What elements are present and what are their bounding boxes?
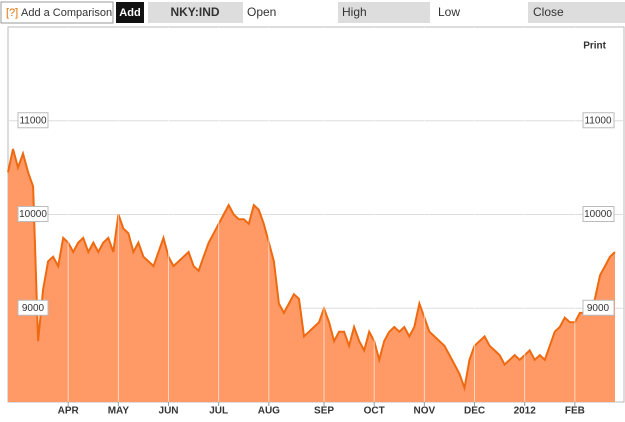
- y-tick-box: [17, 299, 49, 316]
- y-tick-box: [17, 206, 49, 222]
- x-tick-label: JUN: [159, 406, 179, 417]
- x-tick-label: 2012: [514, 406, 537, 417]
- field-label: Low: [438, 5, 460, 19]
- comparison-input[interactable]: [0, 1, 114, 24]
- x-tick-label: FEB: [565, 406, 585, 417]
- x-tick-label: DEC: [464, 406, 485, 417]
- symbol: NKY:IND: [170, 5, 219, 19]
- y-tick-label: 10000: [584, 209, 612, 220]
- add-button[interactable]: [116, 2, 144, 23]
- add-label: Add: [119, 7, 140, 19]
- y-tick-box: [582, 206, 615, 222]
- line: [7, 148, 616, 392]
- field-label: Close: [533, 5, 564, 19]
- x-tick-label: SEP: [314, 406, 334, 417]
- field-box: [338, 2, 430, 23]
- x-tick-label: APR: [58, 406, 80, 417]
- y-tick-label: 11000: [584, 115, 612, 126]
- field-box: [528, 2, 625, 23]
- symbol-box: [148, 2, 243, 23]
- y-tick-label: 9000: [22, 303, 45, 314]
- x-tick-label: OCT: [364, 406, 385, 417]
- y-tick-label: 10000: [19, 209, 47, 220]
- field-label: High: [342, 5, 367, 19]
- y-tick-box: [17, 112, 49, 129]
- y-tick-label: 9000: [587, 303, 610, 314]
- comparison-label: Add a Comparison: [21, 7, 112, 19]
- print-link[interactable]: Print: [583, 41, 606, 52]
- help-link[interactable]: [?]: [6, 7, 18, 19]
- x-tick-label: JUL: [209, 406, 228, 417]
- area: [8, 148, 615, 402]
- y-tick-box: [582, 299, 615, 316]
- x-tick-label: NOV: [414, 406, 436, 417]
- field-label: Open: [247, 5, 276, 19]
- x-tick-label: AUG: [258, 406, 280, 417]
- y-tick-label: 11000: [19, 115, 47, 126]
- x-tick-label: MAY: [108, 406, 130, 417]
- y-tick-box: [582, 112, 615, 129]
